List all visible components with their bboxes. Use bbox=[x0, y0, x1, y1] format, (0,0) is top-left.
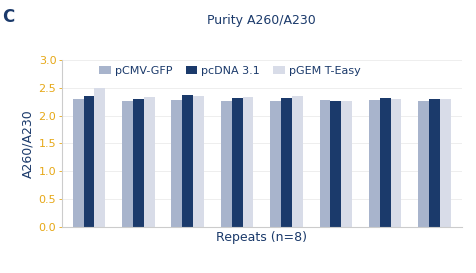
Bar bbox=[84, 96, 94, 227]
Bar bbox=[440, 99, 451, 227]
Text: C: C bbox=[2, 8, 15, 26]
Bar bbox=[292, 96, 303, 227]
Bar bbox=[391, 99, 401, 227]
Bar bbox=[144, 97, 155, 227]
Bar bbox=[270, 100, 281, 227]
Bar bbox=[171, 100, 182, 227]
Bar bbox=[330, 101, 341, 227]
Bar bbox=[182, 95, 193, 227]
Title: Purity A260/A230: Purity A260/A230 bbox=[208, 14, 316, 27]
Bar bbox=[418, 101, 429, 227]
Legend: pCMV-GFP, pcDNA 3.1, pGEM T-Easy: pCMV-GFP, pcDNA 3.1, pGEM T-Easy bbox=[99, 66, 361, 76]
Bar bbox=[193, 96, 204, 227]
Bar bbox=[122, 100, 133, 227]
Bar bbox=[341, 100, 352, 227]
X-axis label: Repeats (n=8): Repeats (n=8) bbox=[216, 231, 307, 244]
Bar bbox=[369, 100, 380, 227]
Bar bbox=[94, 88, 105, 227]
Bar bbox=[232, 98, 243, 227]
Bar bbox=[133, 99, 144, 227]
Bar bbox=[429, 99, 440, 227]
Y-axis label: A260/A230: A260/A230 bbox=[21, 109, 34, 178]
Bar bbox=[319, 100, 330, 227]
Bar bbox=[221, 100, 232, 227]
Bar bbox=[243, 97, 253, 227]
Bar bbox=[73, 99, 84, 227]
Bar bbox=[281, 98, 292, 227]
Bar bbox=[380, 98, 391, 227]
